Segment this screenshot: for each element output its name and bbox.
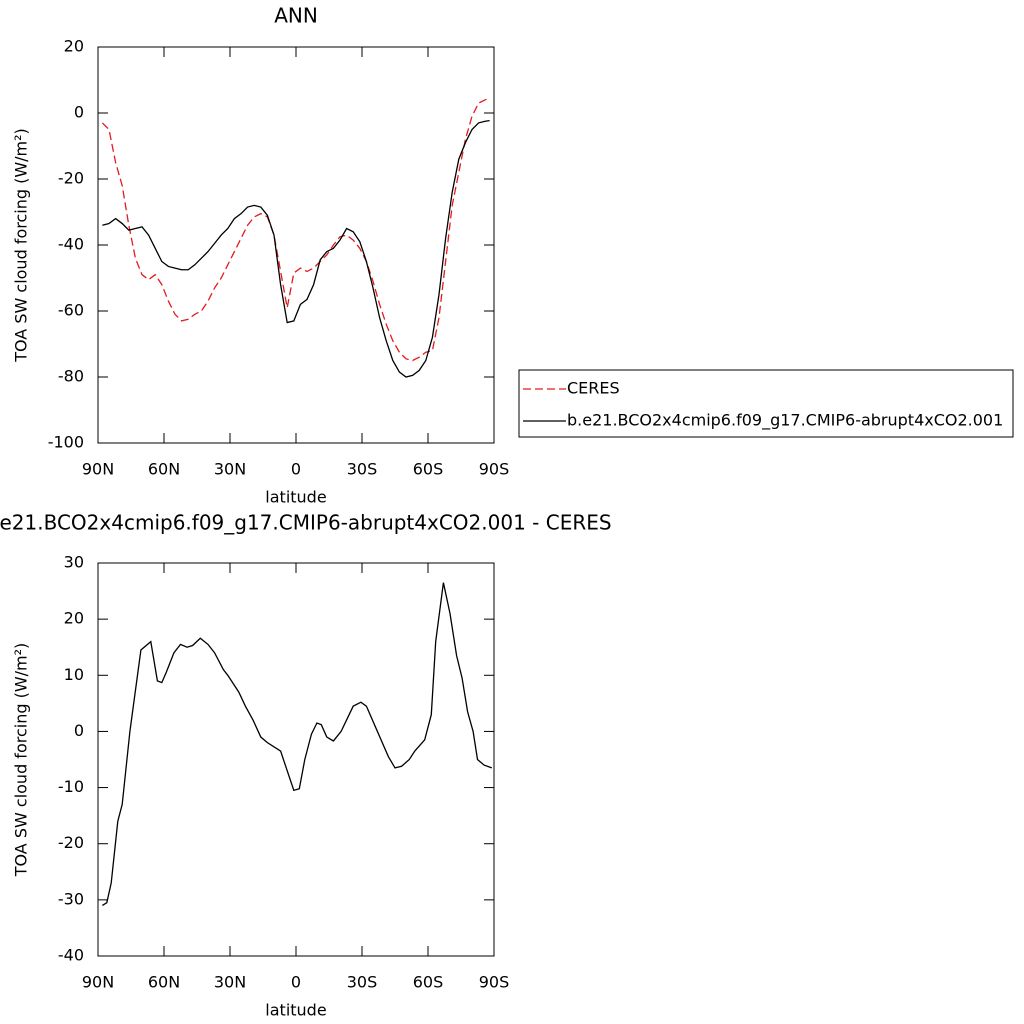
x-tick-label: 60N bbox=[148, 460, 180, 479]
x-tick-label: 30N bbox=[214, 460, 246, 479]
y-tick-label: -20 bbox=[58, 833, 84, 852]
x-tick-label: 90S bbox=[479, 973, 510, 992]
x-tick-label: 30N bbox=[214, 973, 246, 992]
y-tick-label: -40 bbox=[58, 235, 84, 254]
data-line bbox=[101, 97, 490, 362]
data-line bbox=[102, 119, 490, 378]
y-tick-label: -100 bbox=[48, 433, 84, 452]
x-tick-label: 30S bbox=[347, 460, 378, 479]
y-tick-label: 20 bbox=[64, 609, 84, 628]
legend-label: b.e21.BCO2x4cmip6.f09_g17.CMIP6-abrupt4x… bbox=[567, 411, 1003, 431]
chart-title: b.e21.BCO2x4cmip6.f09_g17.CMIP6-abrupt4x… bbox=[0, 511, 612, 535]
legend-label: CERES bbox=[567, 379, 620, 398]
x-tick-label: 0 bbox=[291, 460, 301, 479]
x-tick-label: 90N bbox=[82, 460, 114, 479]
x-tick-label: 0 bbox=[291, 973, 301, 992]
x-tick-label: 30S bbox=[347, 973, 378, 992]
y-tick-label: 20 bbox=[64, 37, 84, 56]
x-tick-label: 60S bbox=[413, 460, 444, 479]
y-tick-label: 30 bbox=[64, 553, 84, 572]
plot-frame bbox=[97, 562, 495, 957]
y-tick-label: -20 bbox=[58, 169, 84, 188]
y-axis-label: TOA SW cloud forcing (W/m²) bbox=[12, 643, 31, 878]
y-tick-label: 0 bbox=[74, 721, 84, 740]
y-tick-label: -80 bbox=[58, 367, 84, 386]
y-tick-label: 10 bbox=[64, 665, 84, 684]
chart-title: ANN bbox=[274, 4, 318, 28]
x-axis-label: latitude bbox=[265, 488, 326, 507]
y-tick-label: -10 bbox=[58, 777, 84, 796]
legend-box bbox=[518, 369, 1014, 438]
x-tick-label: 60S bbox=[413, 973, 444, 992]
x-tick-label: 90S bbox=[479, 460, 510, 479]
x-tick-label: 60N bbox=[148, 973, 180, 992]
y-tick-label: -30 bbox=[58, 889, 84, 908]
y-axis-label: TOA SW cloud forcing (W/m²) bbox=[12, 128, 31, 363]
y-tick-label: -40 bbox=[58, 946, 84, 965]
x-axis-label: latitude bbox=[265, 1001, 326, 1020]
y-tick-label: 0 bbox=[74, 103, 84, 122]
plot-frame bbox=[97, 46, 495, 444]
data-line bbox=[102, 582, 493, 907]
x-tick-label: 90N bbox=[82, 973, 114, 992]
y-tick-label: -60 bbox=[58, 301, 84, 320]
